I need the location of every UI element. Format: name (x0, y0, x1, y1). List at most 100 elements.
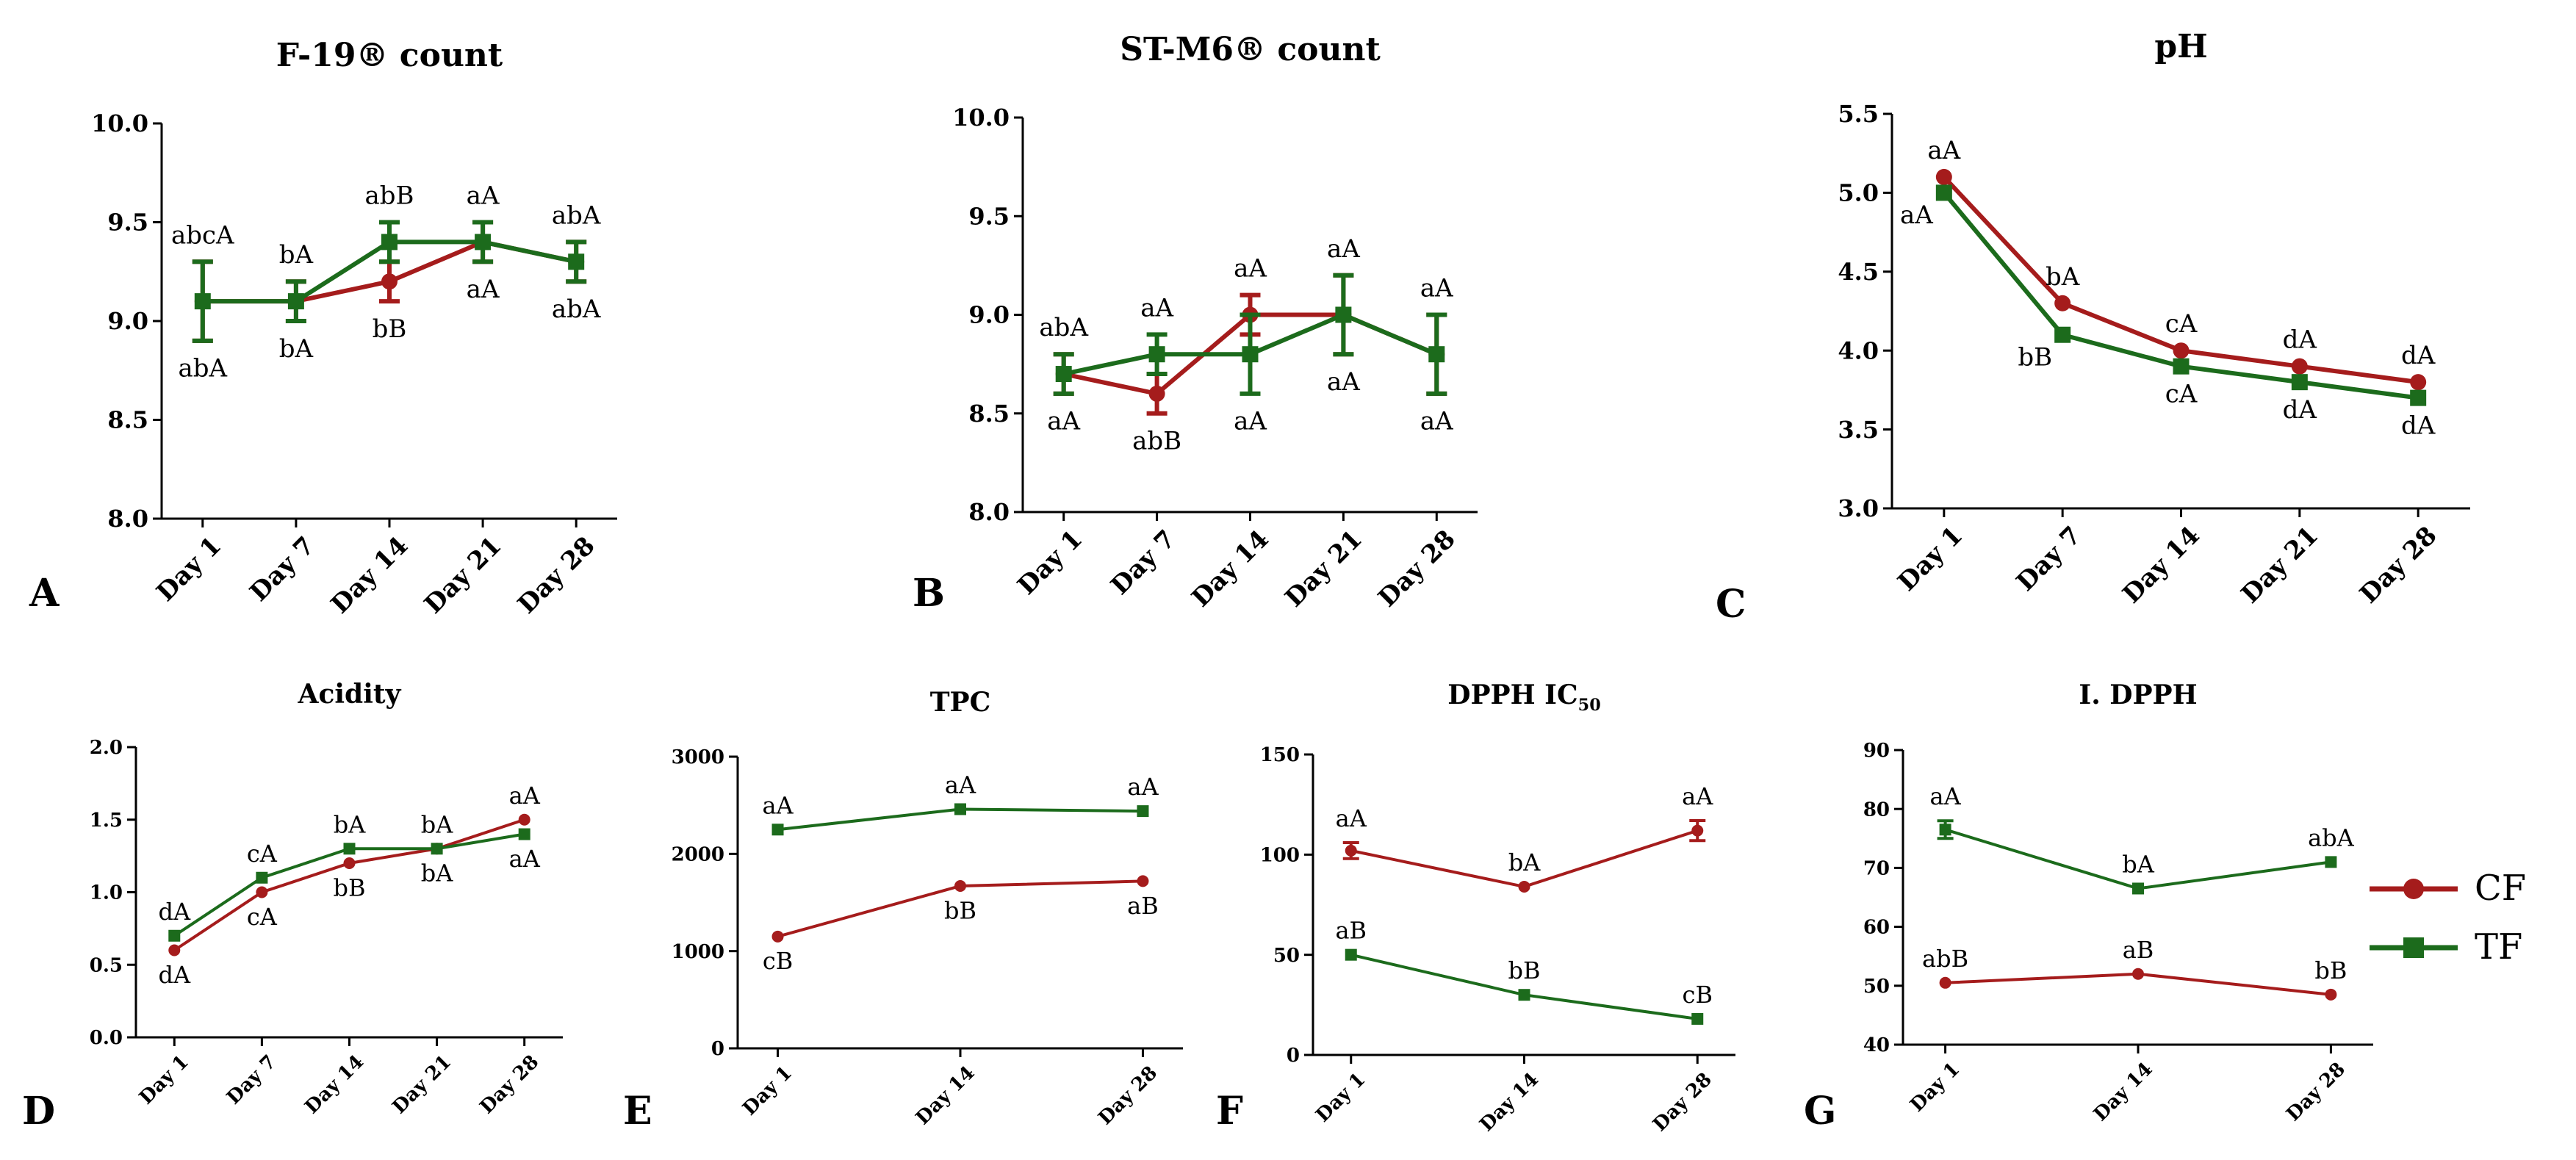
panel-d-cf-significance-label: bA (421, 860, 453, 887)
panel-b-tf-significance-label: aA (1327, 367, 1360, 397)
panel-a-cf-significance-label: abcA (171, 220, 234, 250)
panel-b-x-tick-label: Day 7 (1105, 525, 1181, 601)
panel-e-tf-significance-label: aA (945, 771, 976, 799)
panel-f-tf-point (1345, 948, 1357, 961)
panel-a-y-tick-label: 10.0 (91, 109, 148, 137)
panel-b-tf-significance-label: aA (1047, 407, 1080, 436)
panel-b-letter: B (913, 571, 945, 616)
panel-b-tf-significance-label: aA (1140, 293, 1173, 323)
panel-e-cf-point (1137, 875, 1149, 887)
panel-c-tf-significance-label: aA (1900, 201, 1933, 230)
panel-e-tpc: TPC 0 1000 2000 3000 Day 1 Day 14 Day 28 cB bB aB a… (623, 687, 1183, 1134)
panel-e-cf-point (771, 930, 784, 943)
panel-c-y-tick-label: 5.5 (1838, 100, 1879, 128)
panel-e-tf-significance-label: aA (1127, 773, 1159, 801)
panel-f-tf-point (1691, 1012, 1704, 1025)
panel-a-cf-significance-label: bB (373, 314, 407, 344)
panel-c-title: pH (2154, 28, 2207, 65)
panel-d-cf-point (518, 813, 530, 826)
panel-c-y-tick-label: 3.5 (1838, 416, 1879, 444)
panel-f-cf-point (1691, 824, 1704, 837)
panel-e-cf-significance-label: cB (763, 947, 793, 975)
panel-a-tf-point (475, 234, 492, 251)
panel-c-x-tick-label: Day 7 (2011, 521, 2087, 597)
panel-f-y-tick-label: 50 (1273, 945, 1300, 967)
panel-f-cf-point (1345, 844, 1357, 857)
panel-d-cf-significance-label: bB (334, 873, 366, 901)
panel-f-x-tick-label: Day 28 (1649, 1069, 1716, 1136)
panel-g-y-tick-label: 50 (1863, 976, 1890, 998)
panel-f-tf-point (1518, 989, 1530, 1001)
panel-f-cf-point (1518, 880, 1530, 893)
panel-e-x-tick-label: Day 28 (1094, 1062, 1162, 1130)
panel-e-y-tick-label: 0 (711, 1038, 724, 1060)
panel-e-tf-point (1137, 805, 1149, 818)
panel-d-tf-significance-label: cA (247, 840, 278, 868)
panel-c-x-tick-label: Day 14 (2117, 521, 2206, 610)
panel-c-y-tick-label: 3.0 (1838, 494, 1879, 522)
panel-d-tf-significance-label: aA (509, 845, 541, 873)
panel-g-tf-significance-label: abA (2308, 824, 2355, 851)
panel-b-tf-significance-label: aA (1420, 407, 1453, 436)
panel-f-cf-significance-label: aA (1336, 804, 1367, 832)
panel-d-cf-significance-label: aA (509, 782, 541, 810)
panel-b-x-tick-label: Day 28 (1372, 525, 1461, 613)
panel-e-tf-point (954, 803, 966, 815)
panel-b-cf-significance-label: aA (1420, 274, 1453, 303)
panel-e-y-tick-label: 3000 (672, 746, 724, 768)
panel-e-letter: E (623, 1089, 652, 1134)
panel-a-x-tick-label: Day 1 (151, 531, 227, 608)
panel-g-x-tick-label: Day 28 (2282, 1059, 2350, 1126)
panel-e-cf-point (954, 880, 966, 893)
panel-a-y-tick-label: 9.5 (107, 209, 148, 237)
panel-d-cf-point (168, 944, 181, 957)
panel-c-cf-point (2173, 342, 2190, 359)
panel-a-cf-significance-label: abA (552, 201, 601, 230)
panel-b-x-tick-label: Day 21 (1279, 525, 1368, 613)
panel-d-x-tick-label: Day 21 (388, 1051, 456, 1119)
panel-g-tf-point (1939, 824, 1951, 836)
panel-a-tf-point (381, 234, 397, 251)
panel-c-y-tick-label: 5.0 (1838, 179, 1879, 207)
panel-c-letter: C (1716, 582, 1746, 627)
panel-a-cf-significance-label: aA (467, 181, 500, 211)
panel-d-y-tick-label: 1.0 (90, 882, 123, 904)
panel-d-acidity: Acidity 0.0 0.5 1.0 1.5 2.0 Day 1 Day 7 Day 14 Da… (22, 679, 563, 1134)
panel-e-cf-significance-label: bB (944, 896, 976, 924)
panel-b-cf-significance-label: abB (1132, 427, 1181, 456)
panel-d-x-tick-label: Day 1 (135, 1051, 193, 1109)
panel-a-cf-point (381, 273, 397, 290)
panel-c-x-tick-label: Day 21 (2236, 521, 2325, 610)
panel-d-letter: D (22, 1089, 55, 1134)
panel-e-tf-significance-label: aA (762, 791, 794, 819)
panel-e-y-tick-label: 2000 (672, 843, 724, 865)
panel-b-y-tick-label: 10.0 (952, 104, 1010, 132)
panel-b-y-tick-label: 8.0 (968, 498, 1010, 526)
panel-g-cf-significance-label: bB (2314, 957, 2347, 984)
legend-cf-label: CF (2475, 868, 2526, 909)
panel-b-y-tick-label: 9.0 (968, 301, 1010, 329)
panel-f-tf-significance-label: aB (1335, 917, 1367, 945)
panel-d-tf-significance-label: bA (421, 810, 453, 838)
panel-c-tf-point (2410, 389, 2427, 406)
panel-a-tf-significance-label: abA (552, 295, 601, 324)
panel-g-x-tick-label: Day 1 (1906, 1059, 1964, 1117)
panel-b-tf-point (1242, 346, 1259, 363)
panel-f-title: DPPH IC50 (1447, 680, 1600, 715)
panel-f-y-tick-label: 100 (1260, 844, 1300, 866)
panel-f-letter: F (1216, 1089, 1243, 1134)
panel-c-tf-point (2173, 358, 2190, 375)
panel-a-tf-point (194, 293, 211, 310)
panel-d-cf-point (256, 886, 268, 898)
panel-g-title: I. DPPH (2079, 680, 2197, 710)
panel-b-tf-point (1428, 346, 1445, 363)
panel-b-cf-significance-label: aA (1327, 234, 1360, 264)
panel-d-tf-significance-label: dA (158, 898, 190, 926)
panel-d-tf-point (431, 843, 443, 855)
panel-f-cf-significance-label: aA (1682, 782, 1713, 810)
panel-d-cf-significance-label: dA (158, 961, 190, 989)
panel-c-tf-point (1935, 184, 1952, 201)
panel-c-ph: pH 3.0 3.5 4.0 4.5 5.0 5.5 Day 1 Day 7 Day 14 Day … (1716, 28, 2470, 627)
panel-g-x-tick-label: Day 14 (2090, 1059, 2157, 1126)
